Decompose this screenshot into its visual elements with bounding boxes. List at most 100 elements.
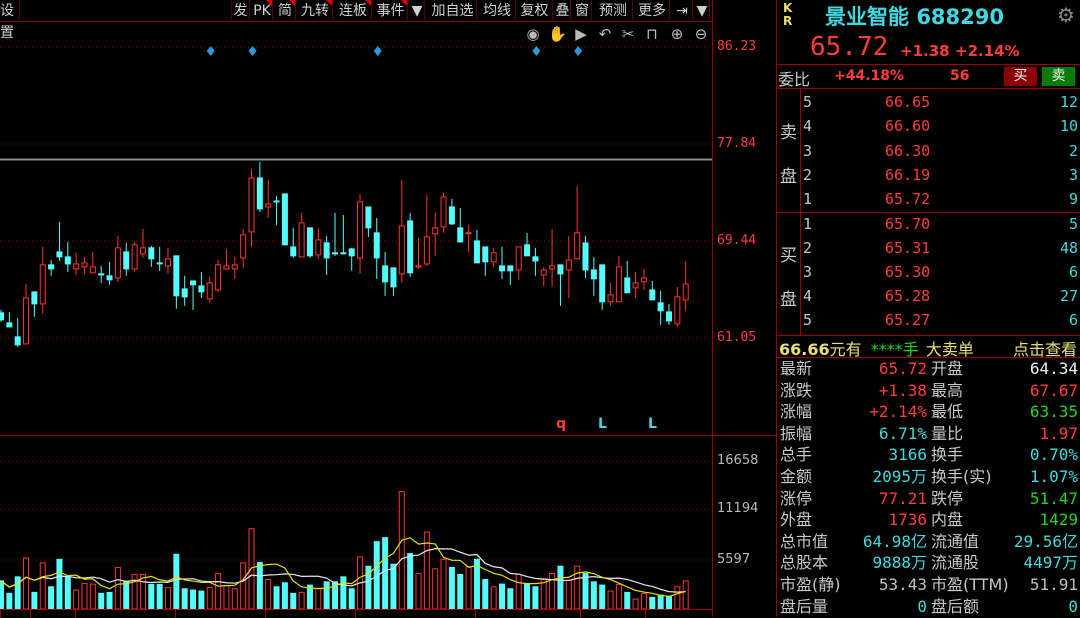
volume-bar — [165, 587, 171, 610]
stat-value: +2.14% — [869, 402, 927, 422]
bid-row[interactable]: 4 65.28 27 — [777, 284, 1080, 308]
toolbar-button-jian[interactable]: 简 — [275, 0, 296, 22]
candle-up — [440, 196, 447, 228]
bid-row[interactable]: 3 65.30 6 — [777, 260, 1080, 284]
ask-row[interactable]: 1 65.72 9 — [777, 187, 1080, 211]
candle-down — [340, 252, 347, 255]
ask-row[interactable]: 3 66.30 2 — [777, 139, 1080, 163]
bid-price: 65.30 — [885, 263, 931, 281]
candle-down — [524, 244, 531, 257]
candle-up — [73, 263, 80, 270]
toolbar-button-jiuzhuan[interactable]: 九转 — [298, 0, 333, 22]
ask-row[interactable]: 4 66.60 10 — [777, 114, 1080, 138]
buy-button[interactable]: 买 — [1004, 67, 1037, 86]
stat-row: 金额 2095万 换手(实) 1.07% — [777, 466, 1080, 488]
toolbar-button-window[interactable]: 窗 — [573, 0, 592, 22]
candle-up — [415, 265, 422, 268]
volume-bar — [106, 591, 113, 610]
toolbar-spacer — [18, 0, 232, 22]
stat-label: 最高 — [931, 380, 964, 400]
zoom-in-icon[interactable]: ⊕ — [670, 25, 684, 43]
ask-level: 2 — [803, 166, 813, 184]
volume-bar — [590, 581, 597, 610]
candle-down — [14, 336, 21, 346]
toolbar-button-add-watchlist[interactable]: 加自选 — [429, 0, 477, 22]
candle-down — [649, 289, 656, 301]
candle-up — [206, 282, 213, 300]
zoom-out-icon[interactable]: ⊖ — [694, 25, 708, 43]
volume-bar — [465, 566, 472, 610]
candle-down — [624, 277, 631, 294]
ask-price: 66.65 — [885, 93, 931, 111]
candle-down — [98, 273, 105, 276]
kline-chart[interactable] — [0, 0, 712, 617]
stat-value: 1.07% — [1029, 467, 1078, 486]
volume-bar — [490, 586, 497, 610]
stat-value: 51.91 — [1029, 575, 1078, 594]
bid-volume: 48 — [1059, 239, 1078, 257]
toolbar-button-fa[interactable]: 发 — [232, 0, 250, 22]
candle-down — [532, 256, 539, 262]
bid-price: 65.31 — [885, 239, 931, 257]
candle-down — [323, 242, 330, 259]
scissors-icon[interactable]: ✂ — [621, 25, 635, 43]
view-details-link[interactable]: 点击查看 — [1012, 340, 1077, 359]
settings-button[interactable]: 设置 — [0, 0, 20, 41]
toolbar-button-moving-average[interactable]: 均线 — [479, 0, 516, 22]
volume-bar — [281, 582, 288, 610]
toolbar-button-adjust[interactable]: 复权 — [517, 0, 553, 22]
volume-bar — [315, 588, 322, 610]
stat-value: 0.70% — [1029, 445, 1078, 465]
candle-down — [148, 247, 155, 260]
unlock-icon[interactable]: ⊓ — [646, 25, 658, 43]
ask-row[interactable]: 5 66.65 12 — [777, 90, 1080, 114]
candle-up — [432, 227, 439, 235]
quote-panel: K R 景业智能 688290 ⚙ 65.72 +1.38 +2.14% 委比 … — [776, 0, 1080, 617]
volume-bar — [148, 583, 155, 610]
volume-bar — [298, 591, 305, 610]
candle-down — [590, 269, 597, 280]
toolbar-button-more-dropdown[interactable]: ▼ — [695, 0, 710, 22]
bid-row[interactable]: 2 65.31 48 — [777, 236, 1080, 260]
volume-bar — [398, 491, 405, 610]
bottom-indicator-tabs[interactable] — [0, 609, 712, 618]
volume-bar — [290, 592, 297, 610]
big-order-banner[interactable]: 66.66元有 ****手 大卖单 — [779, 336, 974, 360]
stat-value: 1.97 — [1039, 423, 1078, 443]
eye-icon[interactable]: ◉ — [526, 25, 540, 43]
candle-up — [131, 244, 138, 270]
bid-volume: 6 — [1068, 311, 1078, 329]
toolbar-button-expand[interactable]: ⇥ — [672, 0, 693, 22]
toolbar-button-lianban[interactable]: 连板 — [335, 0, 372, 22]
volume-bar — [139, 573, 146, 610]
toolbar-button-overlay[interactable]: 叠 — [555, 0, 571, 22]
candle-down — [106, 275, 113, 281]
toolbar-button-more[interactable]: 更多 — [635, 0, 670, 22]
volume-bar — [632, 598, 639, 610]
sell-button[interactable]: 卖 — [1042, 67, 1075, 86]
volume-bar — [340, 576, 347, 610]
toolbar-button-events-dropdown[interactable]: ▼ — [410, 0, 425, 22]
sell-side-label: 盘 — [780, 167, 797, 187]
undo-icon[interactable]: ↶ — [598, 25, 612, 43]
volume-bar — [114, 567, 121, 610]
candle-down — [373, 232, 380, 259]
volume-bar — [64, 576, 71, 610]
bid-row[interactable]: 5 65.27 6 — [777, 308, 1080, 332]
volume-bar — [407, 553, 414, 610]
candle-up — [39, 264, 46, 305]
tab-separator — [580, 610, 581, 618]
volume-bar — [123, 580, 130, 610]
toolbar-button-pk[interactable]: PK — [252, 0, 273, 22]
bid-row[interactable]: 1 65.70 5 — [777, 212, 1080, 236]
price-axis-label: 86.23 — [717, 39, 757, 54]
volume-bar — [0, 580, 4, 610]
toolbar-button-events[interactable]: 事件 — [374, 0, 408, 22]
ask-row[interactable]: 2 66.19 3 — [777, 163, 1080, 187]
toolbar-button-forecast[interactable]: 预测 — [594, 0, 633, 22]
stat-row: 涨跌 +1.38 最高 67.67 — [777, 380, 1080, 402]
gear-icon[interactable]: ⚙ — [1057, 3, 1075, 27]
hand-icon[interactable]: ✋ — [548, 25, 567, 43]
play-icon[interactable]: ▶ — [575, 25, 587, 43]
weicha-value: 56 — [950, 68, 970, 84]
